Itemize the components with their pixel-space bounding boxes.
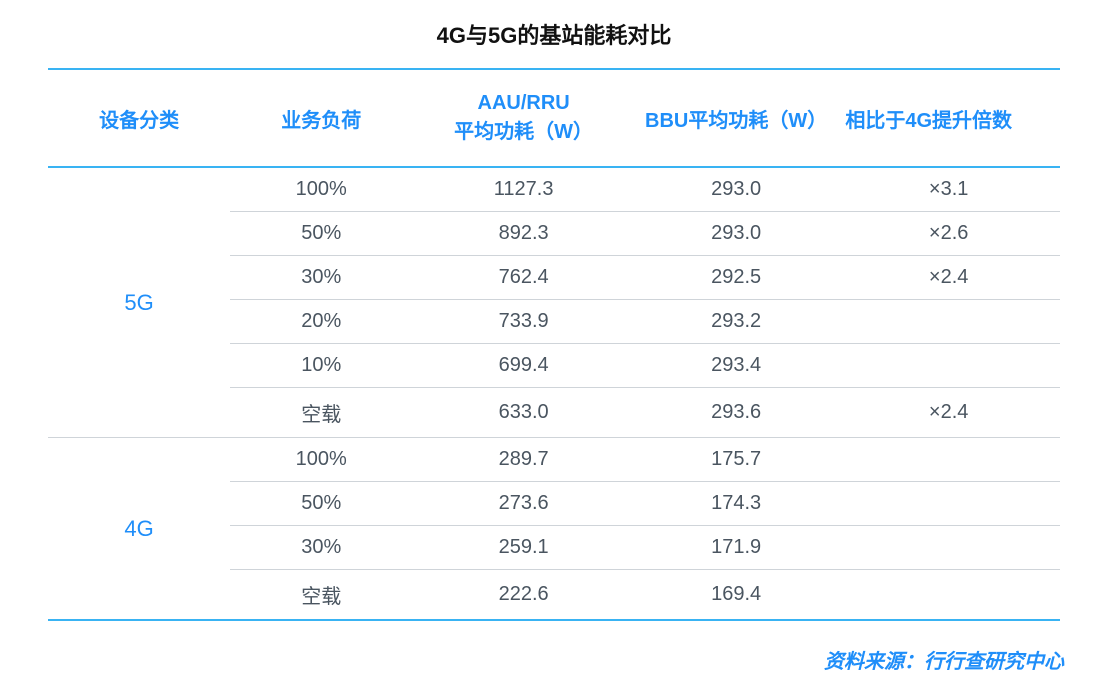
- cell-load: 100%: [230, 438, 412, 482]
- group-label: 4G: [48, 438, 230, 621]
- cell-aau: 289.7: [412, 438, 635, 482]
- cell-aau: 762.4: [412, 256, 635, 300]
- cell-mult: [837, 570, 1060, 621]
- cell-load: 30%: [230, 256, 412, 300]
- column-header: 设备分类: [48, 69, 230, 167]
- page-title: 4G与5G的基站能耗对比: [48, 18, 1060, 50]
- cell-bbu: 293.0: [635, 167, 837, 212]
- cell-aau: 259.1: [412, 526, 635, 570]
- cell-bbu: 292.5: [635, 256, 837, 300]
- cell-mult: [837, 438, 1060, 482]
- cell-aau: 1127.3: [412, 167, 635, 212]
- cell-load: 30%: [230, 526, 412, 570]
- cell-bbu: 175.7: [635, 438, 837, 482]
- table-body: 5G100%1127.3293.0×3.150%892.3293.0×2.630…: [48, 167, 1060, 620]
- cell-bbu: 293.6: [635, 388, 837, 438]
- cell-mult: ×2.4: [837, 388, 1060, 438]
- column-header: 业务负荷: [230, 69, 412, 167]
- cell-mult: ×2.6: [837, 212, 1060, 256]
- cell-load: 50%: [230, 482, 412, 526]
- group-label: 5G: [48, 167, 230, 438]
- cell-aau: 699.4: [412, 344, 635, 388]
- cell-load: 20%: [230, 300, 412, 344]
- cell-mult: [837, 300, 1060, 344]
- cell-mult: ×3.1: [837, 167, 1060, 212]
- column-header: BBU平均功耗（W）: [635, 69, 837, 167]
- cell-bbu: 174.3: [635, 482, 837, 526]
- column-header: AAU/RRU平均功耗（W）: [412, 69, 635, 167]
- cell-mult: [837, 526, 1060, 570]
- cell-mult: [837, 482, 1060, 526]
- cell-mult: ×2.4: [837, 256, 1060, 300]
- cell-load: 50%: [230, 212, 412, 256]
- table-row: 5G100%1127.3293.0×3.1: [48, 167, 1060, 212]
- cell-bbu: 293.2: [635, 300, 837, 344]
- column-header: 相比于4G提升倍数: [837, 69, 1060, 167]
- cell-aau: 733.9: [412, 300, 635, 344]
- cell-load: 空载: [230, 570, 412, 621]
- cell-bbu: 293.4: [635, 344, 837, 388]
- data-source: 资料来源：行行查研究中心: [824, 645, 1064, 674]
- cell-aau: 633.0: [412, 388, 635, 438]
- cell-aau: 892.3: [412, 212, 635, 256]
- cell-bbu: 171.9: [635, 526, 837, 570]
- cell-mult: [837, 344, 1060, 388]
- table-header: 设备分类业务负荷AAU/RRU平均功耗（W）BBU平均功耗（W）相比于4G提升倍…: [48, 69, 1060, 167]
- cell-bbu: 293.0: [635, 212, 837, 256]
- cell-aau: 222.6: [412, 570, 635, 621]
- comparison-table: 设备分类业务负荷AAU/RRU平均功耗（W）BBU平均功耗（W）相比于4G提升倍…: [48, 68, 1060, 621]
- cell-load: 10%: [230, 344, 412, 388]
- cell-bbu: 169.4: [635, 570, 837, 621]
- cell-load: 空载: [230, 388, 412, 438]
- cell-load: 100%: [230, 167, 412, 212]
- table-row: 4G100%289.7175.7: [48, 438, 1060, 482]
- cell-aau: 273.6: [412, 482, 635, 526]
